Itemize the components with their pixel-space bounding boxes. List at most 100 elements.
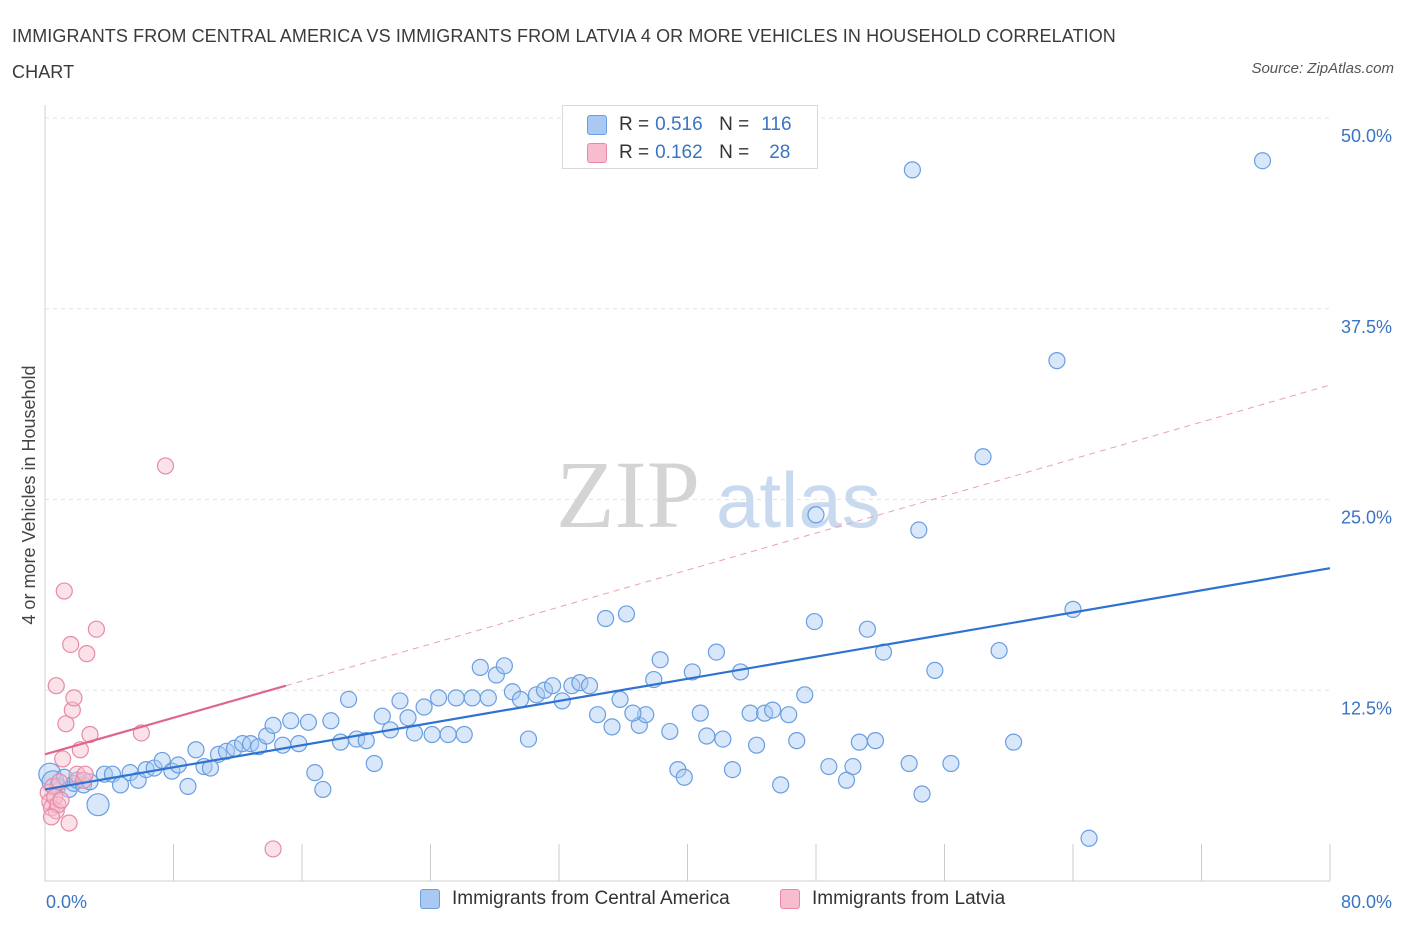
series-legend: Immigrants from Central America Immigran… [0, 888, 1406, 916]
point-central-america [479, 689, 497, 707]
legend-swatch-central-america [587, 115, 607, 135]
point-central-america [179, 777, 197, 795]
series-swatch-central-america [420, 889, 440, 909]
point-central-america [772, 776, 790, 794]
point-latvia [87, 620, 106, 638]
point-latvia [52, 791, 70, 809]
point-central-america [903, 161, 921, 179]
point-central-america [661, 722, 679, 741]
point-central-america [850, 733, 868, 751]
point-central-america [588, 706, 607, 724]
point-latvia [55, 582, 73, 600]
point-central-america [723, 761, 742, 779]
point-central-america [391, 692, 409, 710]
point-central-america [913, 785, 931, 803]
point-central-america [571, 674, 589, 692]
point-central-america [603, 718, 621, 736]
y-tick-label: 12.5% [1341, 698, 1392, 718]
point-central-america [741, 704, 759, 722]
point-central-america [624, 704, 642, 722]
point-central-america [675, 768, 693, 786]
point-central-america [258, 727, 276, 745]
legend-n-value: 116 [761, 114, 792, 135]
point-central-america [429, 689, 448, 707]
point-central-america [1048, 352, 1066, 370]
point-central-america [844, 757, 862, 776]
point-central-america [714, 730, 732, 748]
watermark: ZIP atlas [556, 441, 881, 548]
point-central-america [274, 736, 292, 754]
point-central-america [535, 681, 554, 699]
point-central-america [637, 706, 655, 724]
tick-labels: 12.5% 25.0% 37.5% 50.0% 0.0% 80.0% [46, 126, 1392, 912]
x-tick-label: 0.0% [46, 892, 87, 912]
point-central-america [357, 732, 375, 750]
point-central-america [1064, 600, 1082, 618]
legend-n-label: N = [719, 142, 750, 163]
axes [44, 105, 1331, 882]
point-central-america [780, 706, 798, 724]
legend-n-label: N = [719, 114, 750, 135]
grid-lines [45, 117, 1330, 691]
point-central-america [1004, 733, 1023, 751]
legend-r-value: 0.162 [655, 142, 703, 163]
point-central-america [820, 757, 838, 776]
trend-line-extension [285, 384, 1331, 687]
point-central-america [796, 686, 814, 704]
point-central-america [617, 605, 636, 623]
point-latvia [76, 765, 94, 783]
legend-swatch-latvia [587, 143, 607, 163]
chart-title: IMMIGRANTS FROM CENTRAL AMERICA VS IMMIG… [12, 26, 1116, 82]
y-tick-label: 50.0% [1341, 126, 1392, 146]
point-central-america [1253, 152, 1272, 170]
point-central-america [788, 732, 806, 750]
point-central-america [926, 661, 944, 680]
point-central-america [866, 732, 885, 750]
watermark-zip: ZIP [556, 441, 700, 548]
point-central-america [455, 725, 473, 744]
point-central-america [596, 609, 615, 628]
point-latvia [65, 689, 83, 707]
point-central-america [463, 689, 481, 707]
point-central-america [807, 506, 825, 524]
point-central-america [187, 741, 205, 759]
point-latvia [156, 457, 175, 475]
trend-line-latvia [44, 684, 287, 756]
point-central-america [447, 689, 465, 707]
legend-row-latvia: R = 0.162 N = 28 [587, 141, 790, 165]
point-central-america [858, 620, 877, 638]
point-latvia [47, 677, 65, 695]
series-legend-latvia: Immigrants from Latvia [780, 888, 1005, 910]
data-points [38, 152, 1272, 858]
point-latvia [264, 840, 282, 858]
point-central-america [365, 754, 383, 773]
point-central-america [314, 780, 332, 799]
point-central-america [1080, 829, 1098, 847]
point-latvia [62, 635, 80, 654]
point-central-america [373, 707, 391, 725]
point-central-america [910, 521, 928, 539]
point-central-america [731, 663, 750, 681]
point-central-america [495, 657, 513, 675]
point-central-america [86, 793, 110, 817]
point-latvia [57, 715, 75, 733]
point-central-america [611, 690, 629, 709]
x-tick-label: 80.0% [1341, 892, 1392, 912]
point-central-america [974, 448, 992, 466]
point-central-america [471, 658, 489, 676]
legend-r-value: 0.516 [655, 114, 703, 135]
point-central-america [439, 725, 457, 744]
point-central-america [683, 663, 701, 681]
point-central-america [805, 612, 823, 631]
legend-r-label: R = [619, 142, 650, 163]
point-central-america [543, 677, 562, 695]
point-central-america [698, 727, 716, 745]
point-central-america [511, 690, 530, 709]
point-central-america [339, 690, 358, 709]
point-central-america [322, 712, 340, 730]
point-central-america [580, 677, 599, 695]
point-central-america [299, 713, 318, 731]
point-latvia [60, 814, 78, 832]
legend-row-central-america: R = 0.516 N = 116 [587, 113, 792, 137]
